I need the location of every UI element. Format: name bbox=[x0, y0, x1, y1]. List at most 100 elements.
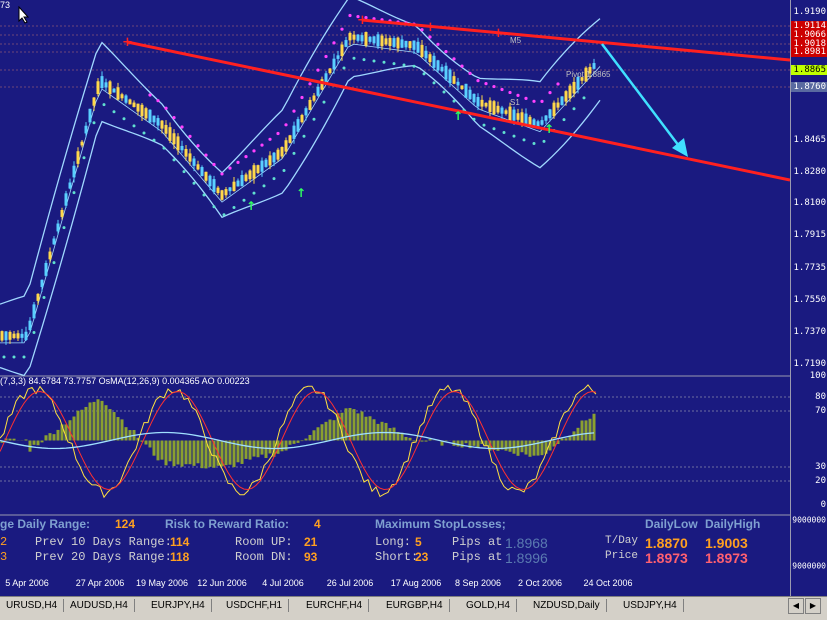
psar-dot bbox=[324, 55, 327, 58]
candle-body bbox=[81, 142, 84, 146]
candle-body bbox=[245, 174, 248, 180]
osma-bar bbox=[157, 441, 160, 461]
oscillator-label: (7,3,3) 84.6784 73.7757 OsMA(12,26,9) 0.… bbox=[0, 376, 250, 386]
candle-body bbox=[337, 55, 340, 59]
tday-label: T/Day bbox=[605, 535, 638, 547]
osma-bar bbox=[461, 441, 464, 448]
psar-dot bbox=[148, 93, 151, 96]
candle-body bbox=[65, 193, 68, 205]
date-tick-label: 17 Aug 2006 bbox=[391, 578, 442, 588]
scroll-right-button[interactable]: ▶ bbox=[805, 598, 821, 614]
tday-high: 1.9003 bbox=[705, 535, 748, 551]
psar-dot bbox=[236, 161, 239, 164]
osma-bar bbox=[97, 399, 100, 440]
support-dot bbox=[43, 296, 46, 299]
chart-tab[interactable]: USDCHF,H1 bbox=[220, 599, 289, 612]
chart-tab[interactable]: NZDUSD,Daily bbox=[527, 599, 607, 612]
osma-bar bbox=[129, 430, 132, 440]
candle-body bbox=[177, 136, 180, 150]
chart-tab[interactable]: URUSD,H4 bbox=[0, 599, 64, 612]
osma-bar bbox=[13, 439, 16, 441]
osma-bar bbox=[393, 428, 396, 441]
candle-body bbox=[397, 38, 400, 49]
candle-body bbox=[277, 150, 280, 160]
support-dot bbox=[193, 182, 196, 185]
buy-arrow-marker: ↑ bbox=[453, 109, 463, 123]
candle-body bbox=[281, 147, 284, 157]
scroll-left-button[interactable]: ◀ bbox=[788, 598, 804, 614]
chart-tab[interactable]: AUDUSD,H4 bbox=[64, 599, 135, 612]
candle-body bbox=[461, 85, 464, 89]
support-dot bbox=[233, 206, 236, 209]
osma-bar bbox=[313, 430, 316, 440]
osma-bar bbox=[169, 441, 172, 462]
candle-body bbox=[517, 113, 520, 120]
osma-bar bbox=[505, 441, 508, 451]
support-dot bbox=[443, 90, 446, 93]
psar-dot bbox=[436, 43, 439, 46]
candle-body bbox=[237, 181, 240, 187]
osma-bar bbox=[57, 430, 60, 441]
osc-tick-label: 100 bbox=[810, 371, 826, 381]
psar-dot bbox=[452, 57, 455, 60]
candle-body bbox=[477, 97, 480, 106]
candle-body bbox=[133, 103, 136, 107]
candle-body bbox=[553, 103, 556, 117]
candle-body bbox=[317, 87, 320, 96]
pips-at-value-2: 1.8996 bbox=[505, 550, 548, 566]
support-dot bbox=[143, 131, 146, 134]
candle-body bbox=[561, 96, 564, 105]
support-dot bbox=[123, 117, 126, 120]
candle-body bbox=[249, 170, 252, 179]
support-dot bbox=[363, 58, 366, 61]
osma-bar bbox=[165, 441, 168, 466]
candle-body bbox=[457, 82, 460, 86]
price-level-tag: 1.8981 bbox=[791, 47, 827, 57]
support-dot bbox=[343, 67, 346, 70]
candle-body bbox=[369, 37, 372, 42]
psar-dot bbox=[204, 154, 207, 157]
candle-body bbox=[429, 54, 432, 62]
osma-bar bbox=[405, 437, 408, 441]
osma-bar bbox=[149, 441, 152, 448]
candle-body bbox=[501, 108, 504, 114]
chart-tab[interactable]: EURJPY,H4 bbox=[145, 599, 212, 612]
psar-dot bbox=[516, 94, 519, 97]
candle-body bbox=[509, 107, 512, 121]
chart-tab[interactable]: EURGBP,H4 bbox=[380, 599, 450, 612]
psar-dot bbox=[276, 132, 279, 135]
osma-bar bbox=[253, 441, 256, 457]
candle-body bbox=[141, 105, 144, 116]
psar-dot bbox=[268, 138, 271, 141]
osma-bar bbox=[89, 402, 92, 440]
candle-body bbox=[417, 42, 420, 53]
osc-tick-label: 80 bbox=[815, 392, 826, 402]
candle-body bbox=[181, 146, 184, 150]
osma-bar bbox=[25, 439, 28, 440]
candle-body bbox=[41, 280, 44, 287]
osma-bar bbox=[365, 417, 368, 441]
chart-tab[interactable]: USDJPY,H4 bbox=[617, 599, 684, 612]
candle-body bbox=[533, 119, 536, 125]
candle-body bbox=[241, 175, 244, 186]
candle-body bbox=[21, 334, 24, 338]
candle-body bbox=[293, 126, 296, 139]
support-dot bbox=[33, 331, 36, 334]
room-dn-value: 93 bbox=[304, 550, 317, 564]
candle-body bbox=[253, 165, 256, 179]
candle-body bbox=[17, 333, 20, 338]
chart-tab[interactable]: GOLD,H4 bbox=[460, 599, 517, 612]
candle-body bbox=[333, 59, 336, 70]
support-dot bbox=[3, 355, 6, 358]
osc-tick-label: 70 bbox=[815, 406, 826, 416]
long-value: 5 bbox=[415, 535, 422, 549]
osma-bar bbox=[593, 414, 596, 441]
chart-tab[interactable]: EURCHF,H4 bbox=[300, 599, 369, 612]
rr-value: 4 bbox=[314, 517, 321, 531]
candle-body bbox=[185, 149, 188, 157]
osma-bar bbox=[153, 441, 156, 456]
buy-arrow-marker: ↑ bbox=[544, 122, 554, 136]
